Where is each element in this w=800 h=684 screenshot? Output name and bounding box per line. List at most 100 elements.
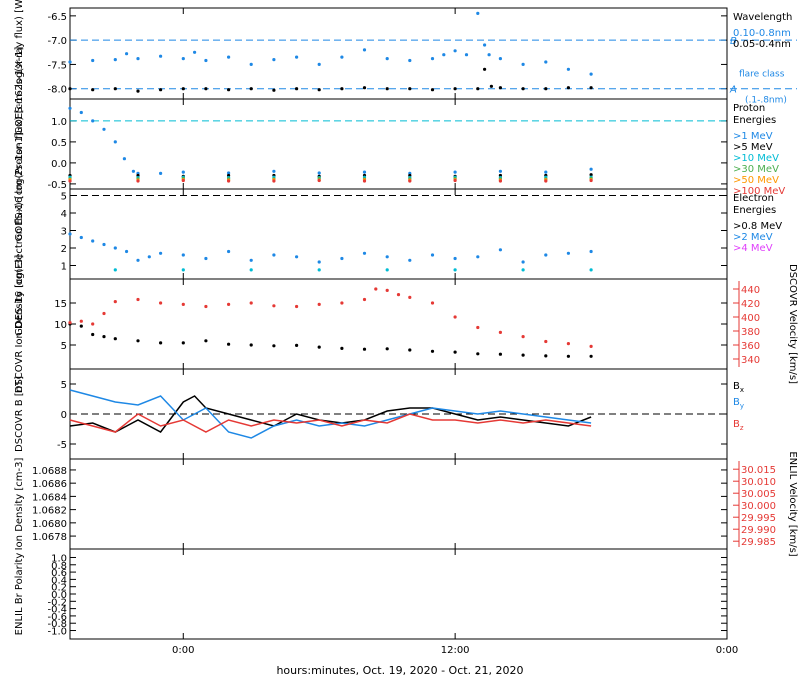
data-point — [589, 86, 593, 90]
data-point — [227, 88, 231, 92]
data-point — [125, 52, 129, 56]
y-tick-label: 10 — [54, 320, 67, 331]
data-point — [79, 324, 83, 328]
data-point — [385, 87, 389, 91]
data-point — [204, 304, 208, 309]
data-point — [589, 178, 593, 183]
right-y-tick-label: 360 — [741, 341, 760, 352]
data-point — [113, 140, 117, 144]
data-point — [521, 335, 525, 339]
data-point — [249, 258, 253, 262]
y-tick-label: 5 — [61, 380, 67, 391]
y-tick-label: 2 — [61, 244, 67, 255]
data-point — [113, 246, 117, 250]
data-point — [408, 58, 412, 63]
y-tick-label: 1.0686 — [32, 479, 67, 490]
data-point — [430, 253, 435, 257]
y-tick-label: -0.8 — [47, 619, 67, 630]
right-y-tick-label: 440 — [741, 285, 760, 296]
legend-entry: Bz — [733, 419, 744, 432]
data-point — [79, 235, 83, 240]
right-y-tick-label: 420 — [741, 299, 760, 310]
data-point — [464, 53, 469, 57]
y-tick-label: -1.0 — [47, 627, 67, 638]
data-point — [113, 87, 117, 91]
legend-entry: >1 MeV — [733, 131, 773, 142]
data-point — [362, 170, 367, 174]
data-point — [227, 342, 231, 346]
data-point — [181, 268, 185, 272]
data-point — [272, 88, 276, 92]
panel-frame — [69, 98, 728, 190]
data-point — [272, 169, 276, 173]
series-line-By — [69, 389, 592, 439]
legend-entry: >10 MeV — [733, 153, 779, 164]
legend-title: Energies — [733, 205, 776, 216]
data-point — [317, 345, 321, 349]
y-tick-label: 0.0 — [51, 159, 67, 170]
data-point — [362, 179, 367, 183]
right-y-axis-label: ENLIL Velocity [km/s] — [787, 451, 798, 556]
data-point — [193, 50, 197, 54]
data-point — [544, 354, 548, 358]
panel-frame — [69, 548, 728, 640]
data-point — [295, 255, 299, 259]
legend-entry: 0.05-0.4nm — [733, 39, 791, 50]
data-point — [295, 304, 299, 309]
x-axis-label: hours:minutes, Oct. 19, 2020 - Oct. 21, … — [276, 664, 523, 677]
data-point — [159, 341, 163, 345]
legend-entry: By — [733, 397, 744, 410]
data-point — [272, 344, 276, 348]
data-point — [521, 87, 525, 91]
data-point — [498, 248, 502, 252]
y-tick-label: 0 — [61, 410, 67, 421]
flare-class-caption: (.1-.8nm) — [745, 96, 787, 106]
data-point — [408, 87, 412, 91]
y-axis-label: GOES-16 log(Proton flux) [cm-2s-1sr-1] — [14, 46, 25, 241]
data-point — [566, 86, 571, 90]
legend-entry: >2 MeV — [733, 232, 773, 243]
panel-frame — [69, 7, 728, 100]
right-y-tick-label: 380 — [741, 327, 760, 338]
y-axis-label: DSCOVR B [nT] — [14, 376, 25, 452]
data-point — [589, 167, 593, 171]
data-point — [453, 350, 457, 354]
data-point — [249, 301, 253, 305]
y-tick-label: -6.5 — [47, 12, 67, 23]
data-point — [91, 322, 95, 326]
data-point — [544, 339, 548, 344]
data-point — [589, 354, 593, 358]
data-point — [483, 67, 487, 71]
data-point — [136, 179, 140, 183]
y-tick-label: 1 — [61, 262, 67, 273]
data-point — [102, 335, 106, 339]
data-point — [249, 268, 253, 272]
data-point — [340, 55, 344, 59]
data-point — [136, 57, 140, 61]
data-point — [68, 60, 72, 64]
flare-class-caption: flare class — [739, 70, 785, 80]
data-point — [68, 87, 72, 91]
legend-entry: >50 MeV — [733, 175, 779, 186]
data-point — [204, 58, 208, 63]
y-tick-label: -0.4 — [47, 605, 67, 616]
data-point — [498, 179, 502, 183]
data-point — [476, 325, 480, 330]
data-point — [487, 53, 491, 57]
data-point — [249, 62, 253, 66]
y-tick-label: 0.4 — [51, 575, 67, 586]
data-point — [227, 55, 231, 59]
data-point — [102, 242, 106, 247]
y-axis-label: GOES-16 log(X-ray flux) [W m-2] — [14, 0, 25, 135]
data-point — [181, 302, 185, 306]
data-point — [566, 251, 571, 255]
data-point — [362, 86, 367, 90]
data-point — [453, 256, 457, 261]
data-point — [147, 255, 151, 259]
y-tick-label: -0.2 — [47, 597, 67, 608]
data-point — [136, 89, 140, 93]
data-point — [566, 67, 571, 71]
data-point — [159, 88, 163, 92]
right-y-axis-label: DSCOVR Velocity [km/s] — [787, 264, 798, 384]
